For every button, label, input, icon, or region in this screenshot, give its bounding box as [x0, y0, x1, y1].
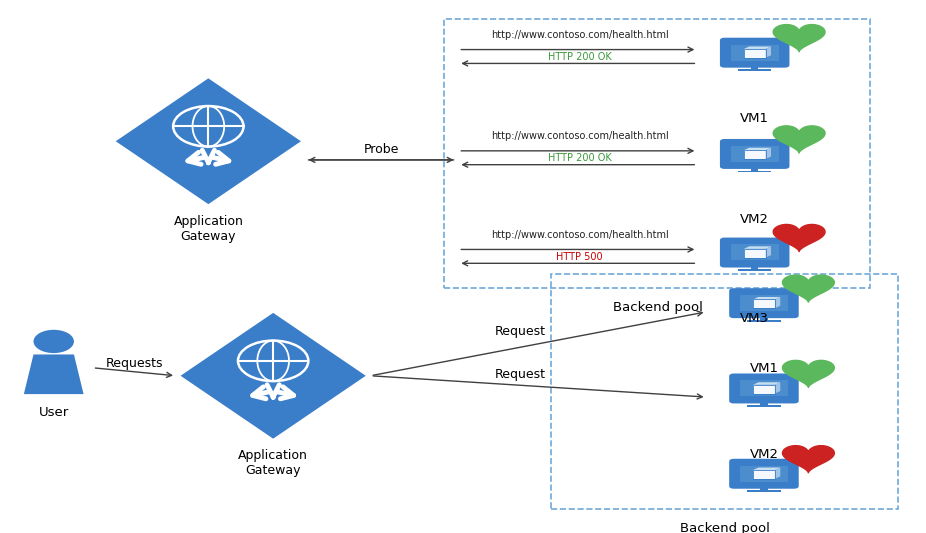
- Polygon shape: [766, 148, 771, 159]
- Bar: [738, 69, 771, 71]
- Text: http://www.contoso.com/health.html: http://www.contoso.com/health.html: [491, 30, 669, 40]
- Text: VM3: VM3: [740, 312, 770, 325]
- Polygon shape: [782, 360, 834, 387]
- Polygon shape: [753, 297, 781, 300]
- Text: VM1: VM1: [749, 362, 779, 375]
- Bar: [751, 65, 758, 69]
- Text: Backend pool: Backend pool: [680, 522, 770, 533]
- Bar: [738, 269, 771, 271]
- Text: User: User: [39, 406, 69, 419]
- Bar: [760, 401, 768, 405]
- FancyBboxPatch shape: [720, 139, 790, 169]
- Polygon shape: [773, 224, 825, 252]
- Polygon shape: [744, 49, 766, 58]
- Text: Probe: Probe: [363, 143, 399, 156]
- Polygon shape: [773, 25, 825, 52]
- Polygon shape: [181, 313, 366, 439]
- Bar: [747, 320, 781, 321]
- Polygon shape: [744, 150, 766, 159]
- Text: Application
Gateway: Application Gateway: [173, 215, 244, 243]
- Bar: [551, 274, 898, 509]
- Text: HTTP 200 OK: HTTP 200 OK: [548, 52, 611, 62]
- Polygon shape: [753, 300, 775, 308]
- Polygon shape: [782, 275, 834, 302]
- Polygon shape: [766, 246, 771, 257]
- Bar: [731, 146, 779, 162]
- Polygon shape: [775, 297, 781, 308]
- Polygon shape: [744, 148, 771, 150]
- Bar: [444, 19, 870, 288]
- Polygon shape: [116, 78, 301, 204]
- Bar: [740, 381, 788, 397]
- Bar: [738, 171, 771, 172]
- Text: VM2: VM2: [749, 448, 779, 461]
- Text: HTTP 500: HTTP 500: [557, 252, 603, 262]
- FancyBboxPatch shape: [729, 459, 799, 489]
- Text: Requests: Requests: [106, 358, 163, 370]
- Text: Request: Request: [494, 368, 545, 381]
- FancyBboxPatch shape: [729, 374, 799, 403]
- Polygon shape: [782, 446, 834, 473]
- Polygon shape: [775, 467, 781, 479]
- Bar: [760, 486, 768, 490]
- Text: http://www.contoso.com/health.html: http://www.contoso.com/health.html: [491, 230, 669, 240]
- FancyBboxPatch shape: [720, 238, 790, 268]
- Bar: [747, 405, 781, 407]
- Polygon shape: [753, 382, 781, 385]
- Polygon shape: [744, 46, 771, 49]
- Polygon shape: [775, 382, 781, 393]
- Bar: [747, 490, 781, 492]
- Polygon shape: [753, 467, 781, 470]
- Text: VM1: VM1: [740, 112, 770, 125]
- Bar: [760, 316, 768, 320]
- Polygon shape: [24, 354, 83, 394]
- Bar: [751, 166, 758, 171]
- Bar: [731, 45, 779, 61]
- Text: HTTP 200 OK: HTTP 200 OK: [548, 153, 611, 163]
- Circle shape: [33, 330, 74, 353]
- Polygon shape: [744, 249, 766, 257]
- Polygon shape: [753, 470, 775, 479]
- FancyBboxPatch shape: [729, 288, 799, 318]
- Text: VM2: VM2: [740, 213, 770, 226]
- Bar: [740, 295, 788, 311]
- Text: Application
Gateway: Application Gateway: [238, 449, 308, 478]
- Text: http://www.contoso.com/health.html: http://www.contoso.com/health.html: [491, 131, 669, 141]
- Text: Request: Request: [494, 326, 545, 338]
- FancyBboxPatch shape: [720, 38, 790, 68]
- Polygon shape: [744, 246, 771, 249]
- Polygon shape: [773, 126, 825, 153]
- Polygon shape: [753, 385, 775, 393]
- Bar: [740, 466, 788, 482]
- Bar: [751, 265, 758, 269]
- Text: Backend pool: Backend pool: [612, 301, 703, 314]
- Polygon shape: [766, 46, 771, 58]
- Bar: [731, 245, 779, 261]
